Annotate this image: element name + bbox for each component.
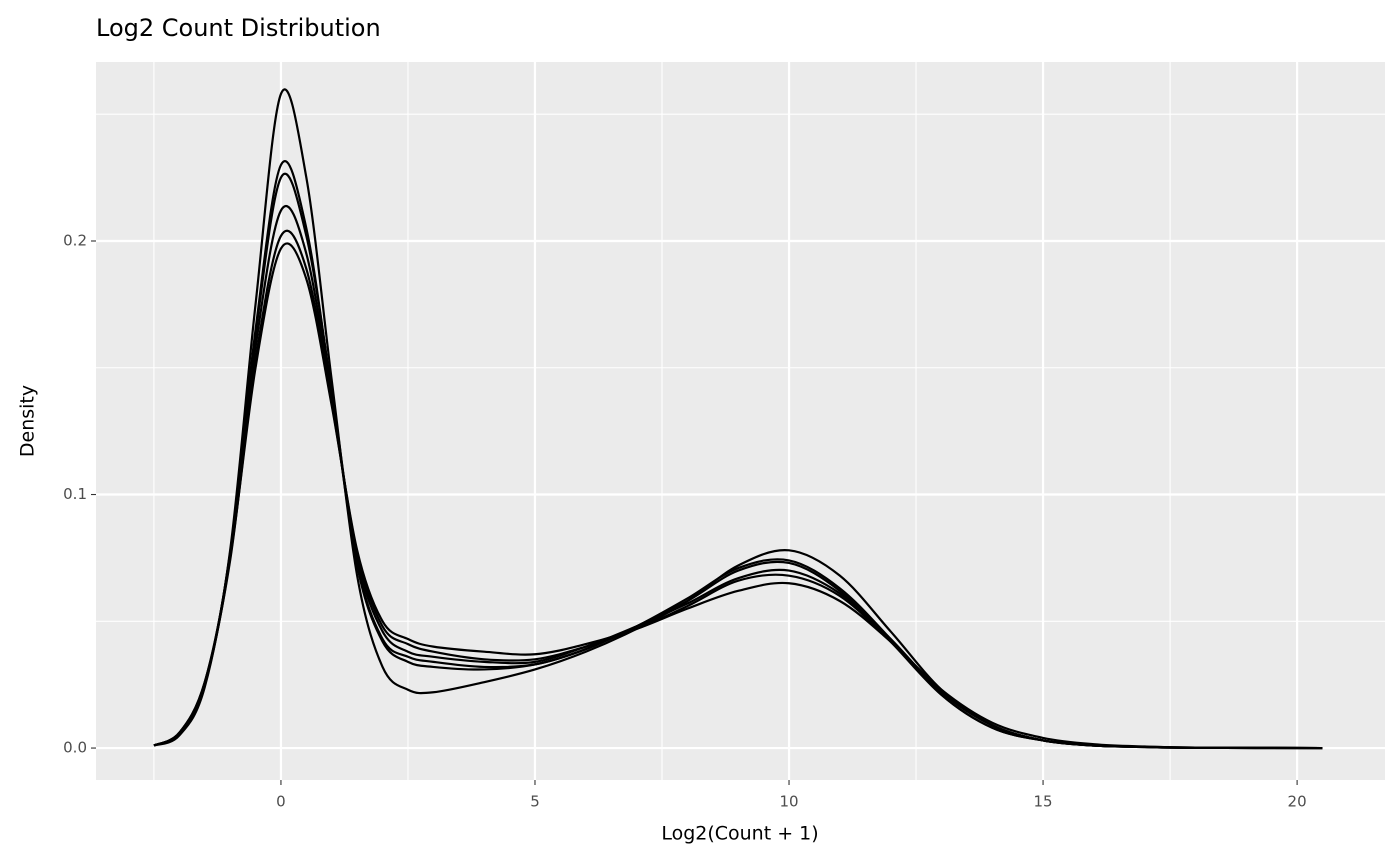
x-tick-label: 5 <box>530 793 540 811</box>
y-tick-label: 0.1 <box>63 485 87 503</box>
density-line <box>153 172 1323 750</box>
density-line <box>153 229 1323 750</box>
y-tick-label: 0.0 <box>63 739 87 757</box>
density-line <box>153 242 1323 750</box>
plot-panel <box>96 62 1385 780</box>
x-tick-label: 15 <box>1034 793 1053 811</box>
x-axis-label: Log2(Count + 1) <box>661 823 818 845</box>
x-tick-label: 0 <box>276 793 286 811</box>
y-axis-label: Density <box>17 385 39 457</box>
x-tick-label: 10 <box>779 793 798 811</box>
chart-title: Log2 Count Distribution <box>96 14 381 42</box>
y-tick-label: 0.2 <box>63 231 87 249</box>
x-tick-label: 20 <box>1288 793 1307 811</box>
